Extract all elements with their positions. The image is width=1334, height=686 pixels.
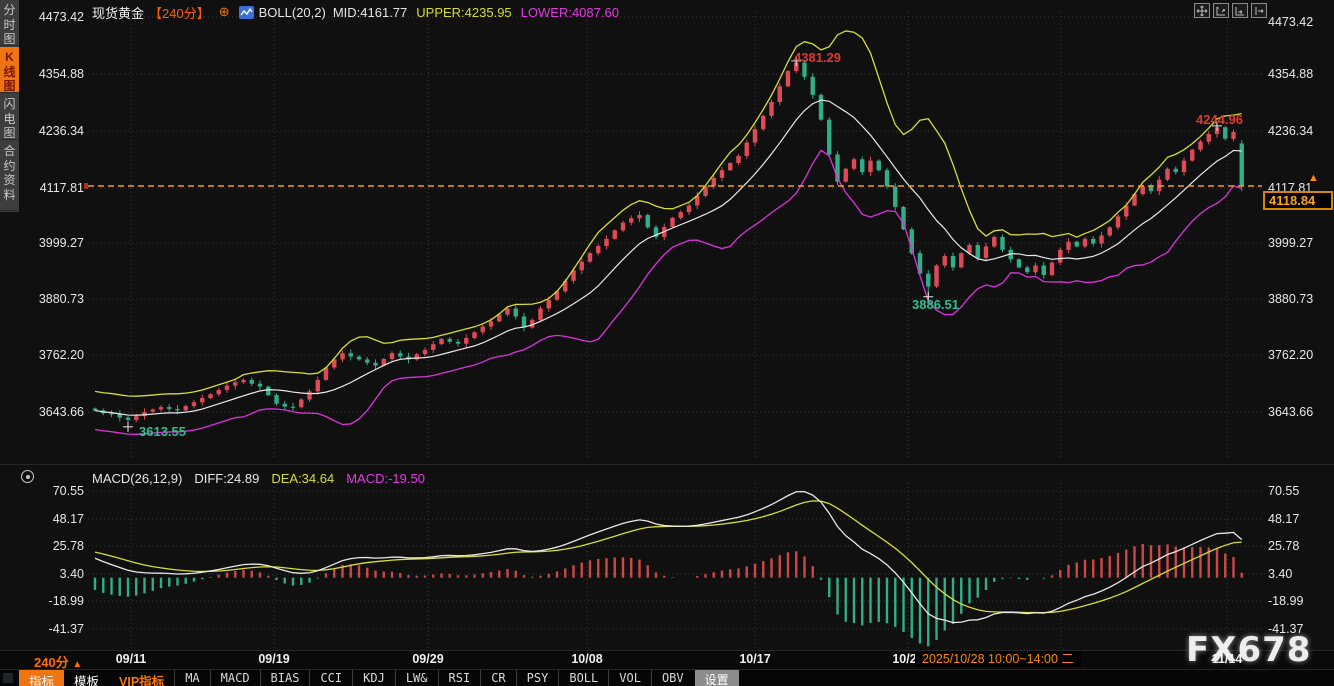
macd-axis-label: 70.55 (1268, 484, 1300, 498)
tab-lwr[interactable]: LW& (394, 670, 438, 686)
tab-boll[interactable]: BOLL (558, 670, 608, 686)
price-axis-label: 4236.34 (1268, 124, 1314, 138)
tab-psy[interactable]: PSY (515, 670, 559, 686)
add-indicator-icon[interactable]: ⊕ (218, 4, 230, 19)
high-price-annotation: 4381.29 (794, 50, 841, 65)
indicator-tabbar: 指标 模板 VIP指标 MA MACD BIAS CCI KDJ LW& RSI… (0, 669, 1334, 686)
high-price-annotation: 4244.96 (1196, 112, 1243, 127)
chart-type-sidebar: 分时图 K线图 闪电图 合约资料 (0, 0, 19, 212)
sidebar-item-time-chart[interactable]: 分时图 (0, 0, 19, 46)
axis-pan-icon[interactable] (1232, 3, 1248, 18)
macd-axis-label: 3.40 (59, 567, 84, 581)
x-axis-date: 09/29 (412, 652, 444, 666)
tab-indicator[interactable]: 指标 (19, 670, 65, 686)
x-axis-date: 10/08 (571, 652, 603, 666)
tab-rsi[interactable]: RSI (437, 670, 481, 686)
x-axis-date: 11/14 (1211, 652, 1243, 666)
indicator-toggle-icon[interactable] (21, 470, 34, 483)
symbol-name: 现货黄金 (92, 5, 145, 21)
tab-template[interactable]: 模板 (74, 675, 100, 686)
price-axis-label: 4354.88 (1268, 67, 1314, 81)
chart-toolbar (1194, 3, 1267, 18)
price-axis-label: 3762.20 (38, 348, 84, 362)
macd-dea-value: DEA:34.64 (271, 471, 335, 486)
boll-mid-value: MID:4161.77 (332, 4, 408, 20)
x-axis-date: 09/11 (115, 652, 147, 666)
price-axis-label: 3880.73 (1268, 292, 1314, 306)
tab-settings[interactable]: 设置 (694, 670, 739, 686)
macd-diff-value: DIFF:24.89 (194, 471, 260, 486)
macd-axis-label: 48.17 (1268, 512, 1300, 526)
low-price-annotation: 3886.51 (912, 297, 959, 312)
x-axis-row (0, 650, 1334, 669)
tab-obv[interactable]: OBV (650, 670, 694, 686)
tab-kdj[interactable]: KDJ (352, 670, 395, 686)
price-axis-label: 4473.42 (38, 10, 84, 24)
macd-axis-label: -18.99 (48, 594, 84, 608)
price-axis-label: 3643.66 (38, 405, 84, 419)
pan-icon[interactable] (1194, 3, 1210, 18)
axis-zoom-icon[interactable] (1213, 3, 1229, 18)
macd-axis-label: 70.55 (52, 484, 84, 498)
period-selector[interactable]: 240分 ▲ (34, 652, 82, 671)
macd-axis-label: 48.17 (52, 512, 84, 526)
price-axis-label: 3880.73 (38, 292, 84, 306)
period-arrow-icon: ▲ (72, 659, 83, 670)
boll-indicator-label: BOLL(20,2) (258, 4, 326, 20)
sidebar-item-kline-chart[interactable]: K线图 (0, 47, 19, 93)
price-axis-label: 4236.34 (38, 124, 84, 138)
last-price-arrow-icon: ▲ (1308, 172, 1319, 184)
period-selector-label: 240分 (34, 655, 69, 670)
tab-cr[interactable]: CR (480, 670, 515, 686)
crosshair-date-tooltip: 2025/10/28 10:00~14:00 二 (915, 651, 1081, 667)
boll-upper-value: UPPER:4235.95 (416, 4, 512, 20)
x-axis-date: 09/19 (258, 652, 290, 666)
period-label: 【240分】 (149, 5, 210, 21)
tab-vol[interactable]: VOL (608, 670, 651, 686)
sidebar-item-flash-chart[interactable]: 闪电图 (0, 94, 19, 140)
fx678-watermark: FX678 (1186, 630, 1312, 670)
price-axis-label: 3762.20 (1268, 348, 1314, 362)
price-axis-label: 4117.81 (39, 181, 84, 195)
macd-axis-label: -18.99 (1268, 594, 1304, 608)
macd-axis-label: 25.78 (52, 539, 84, 553)
sidebar-item-contract-info[interactable]: 合约资料 (0, 141, 19, 211)
price-axis-label: 4473.42 (1268, 15, 1314, 29)
macd-axis-label: -41.37 (48, 622, 84, 636)
price-axis-label: 3999.27 (38, 236, 84, 250)
candlestick-chart-icon (238, 5, 254, 19)
macd-axis-label: 25.78 (1268, 539, 1300, 553)
last-price-box: 4118.84 (1263, 191, 1333, 210)
macd-hist-value: MACD:-19.50 (346, 471, 425, 486)
macd-axis-label: -41.37 (1268, 622, 1304, 636)
price-axis-label: 3999.27 (1268, 236, 1314, 250)
price-axis-label: 3643.66 (1268, 405, 1314, 419)
tab-macd[interactable]: MACD (209, 670, 260, 686)
tab-vip-indicator[interactable]: VIP指标 (119, 675, 165, 686)
tab-bias[interactable]: BIAS (259, 670, 310, 686)
macd-axis-label: 3.40 (1268, 567, 1293, 581)
boll-lower-value: LOWER:4087.60 (520, 4, 619, 20)
price-axis-label: 4354.88 (38, 67, 84, 81)
macd-header: MACD(26,12,9) DIFF:24.89 DEA:34.64 MACD:… (92, 471, 425, 486)
chart-header: 现货黄金 【240分】 ⊕ BOLL(20,2) MID:4161.77 UPP… (92, 4, 619, 21)
macd-params: MACD(26,12,9) (92, 471, 183, 486)
low-price-annotation: 3613.55 (139, 424, 186, 439)
exit-right-icon[interactable] (1251, 3, 1267, 18)
tab-cci[interactable]: CCI (309, 670, 352, 686)
tab-ma[interactable]: MA (174, 670, 209, 686)
grip-icon[interactable] (3, 673, 13, 683)
x-axis-date: 10/17 (739, 652, 771, 666)
